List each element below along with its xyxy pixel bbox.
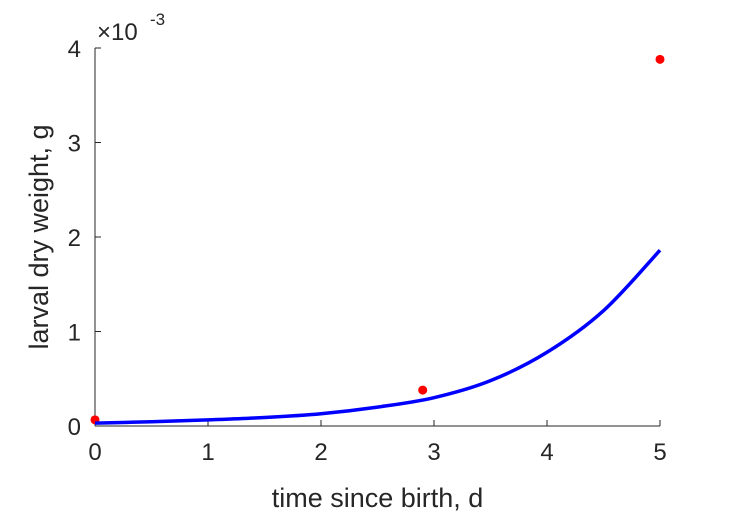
y-axis-label: larval dry weight, g	[24, 124, 54, 349]
series-layer	[90, 54, 665, 425]
y-exponent-base: ×10	[97, 19, 138, 46]
x-tick-label: 2	[314, 439, 327, 466]
model-curve	[94, 249, 662, 425]
x-tick-label: 4	[540, 439, 553, 466]
y-tick-label: 2	[68, 225, 81, 252]
x-tick-label: 0	[88, 439, 101, 466]
y-tick-label: 3	[68, 131, 81, 158]
x-ticks: 0 1 2 3 4 5	[88, 420, 667, 466]
y-ticks: 0 1 2 3 4	[68, 36, 101, 441]
axes	[94, 48, 660, 427]
y-exponent-power: -3	[150, 10, 165, 29]
x-tick-label: 1	[201, 439, 214, 466]
y-tick-label: 1	[68, 320, 81, 347]
data-point	[418, 385, 428, 395]
y-tick-label: 0	[68, 414, 81, 441]
x-tick-label: 3	[427, 439, 440, 466]
y-axis-exponent: ×10 -3	[97, 10, 165, 46]
y-tick-label: 4	[68, 36, 81, 63]
data-point	[655, 54, 665, 64]
x-axis-label: time since birth, d	[272, 483, 484, 513]
x-tick-label: 5	[653, 439, 666, 466]
